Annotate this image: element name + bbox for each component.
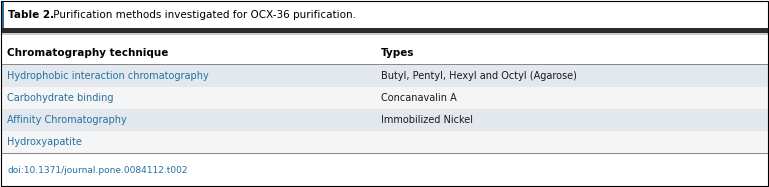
Text: Types: Types: [381, 48, 414, 58]
Text: Carbohydrate binding: Carbohydrate binding: [7, 93, 114, 103]
Text: Hydroxyapatite: Hydroxyapatite: [7, 137, 82, 147]
Bar: [1, 153, 768, 154]
Bar: [1, 28, 768, 33]
Bar: [1, 1, 768, 28]
Text: Butyl, Pentyl, Hexyl and Octyl (Agarose): Butyl, Pentyl, Hexyl and Octyl (Agarose): [381, 71, 577, 81]
Text: Immobilized Nickel: Immobilized Nickel: [381, 115, 473, 125]
Bar: [1, 64, 768, 65]
Bar: [1, 35, 768, 42]
Text: Hydrophobic interaction chromatography: Hydrophobic interaction chromatography: [7, 71, 208, 81]
Text: Concanavalin A: Concanavalin A: [381, 93, 457, 103]
Text: Table 2.: Table 2.: [8, 10, 54, 19]
Bar: [1, 65, 768, 87]
Bar: [1, 42, 768, 64]
Bar: [1, 109, 768, 131]
Bar: [1, 131, 768, 153]
Text: Affinity Chromatography: Affinity Chromatography: [7, 115, 127, 125]
Bar: [1, 154, 768, 187]
Bar: [1, 87, 768, 109]
Bar: [1, 1, 4, 28]
Text: Chromatography technique: Chromatography technique: [7, 48, 168, 58]
Bar: [1, 33, 768, 35]
Text: doi:10.1371/journal.pone.0084112.t002: doi:10.1371/journal.pone.0084112.t002: [7, 166, 188, 175]
Text: Purification methods investigated for OCX-36 purification.: Purification methods investigated for OC…: [50, 10, 356, 19]
